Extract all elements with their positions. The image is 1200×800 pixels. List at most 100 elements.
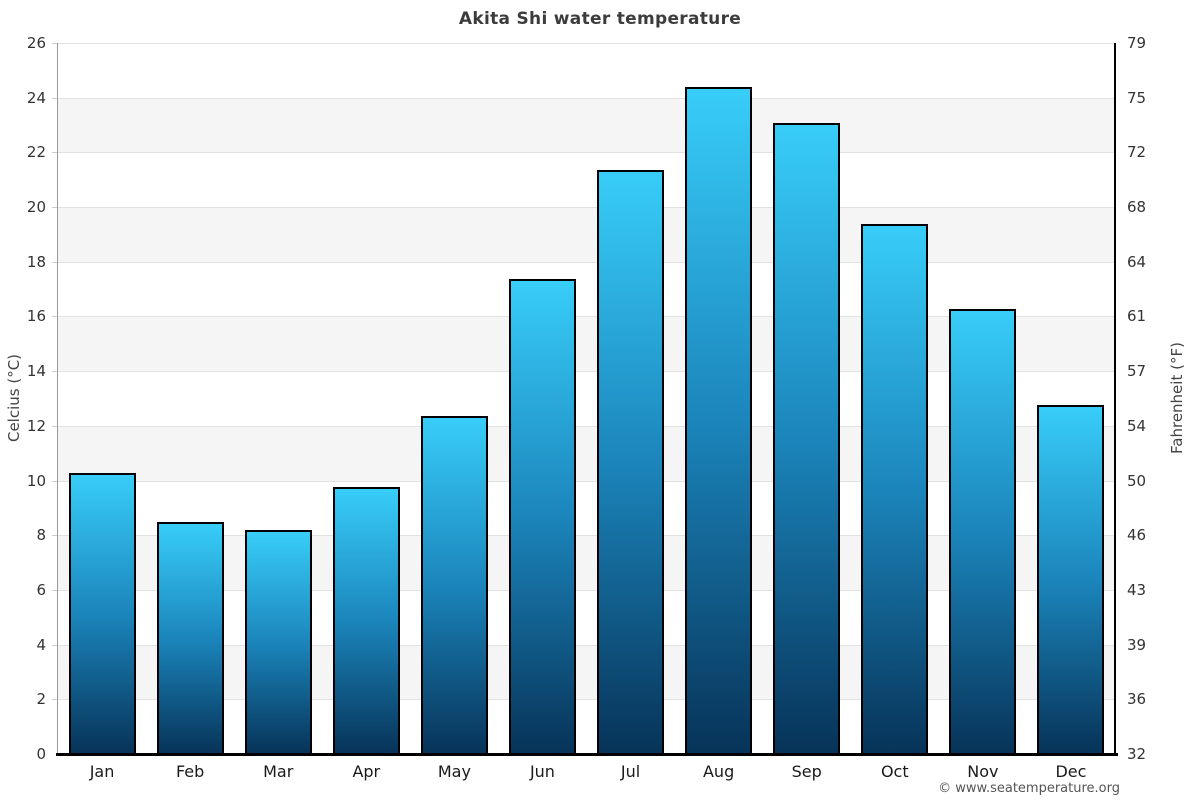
y-tick-label-fahrenheit: 57 <box>1127 362 1147 381</box>
y-tick-label-celsius: 16 <box>26 307 46 326</box>
plot-band <box>58 43 1115 98</box>
axis-tick-mark <box>52 371 57 373</box>
y-tick-label-fahrenheit: 75 <box>1127 88 1147 107</box>
gridline <box>58 43 1115 44</box>
x-tick-label-jun: Jun <box>529 762 555 781</box>
plot-band <box>58 152 1115 208</box>
gridline <box>58 261 1115 263</box>
gridline <box>58 207 1115 209</box>
y-tick-label-celsius: 2 <box>36 690 46 709</box>
plot-band <box>58 644 1115 700</box>
axis-tick-mark <box>52 480 57 482</box>
plot-band <box>58 371 1115 426</box>
x-tick-label-may: May <box>437 762 471 781</box>
axis-tick-mark <box>52 589 57 591</box>
y-tick-label-celsius: 14 <box>26 362 46 381</box>
axis-tick-mark <box>52 97 57 99</box>
bar-nov[interactable] <box>949 309 1017 754</box>
axis-tick-mark <box>52 425 57 427</box>
x-tick-label-oct: Oct <box>880 762 909 781</box>
x-tick-label-aug: Aug <box>702 762 735 781</box>
y-tick-label-fahrenheit: 36 <box>1127 690 1147 709</box>
gridline <box>58 699 1115 701</box>
y-tick-label-fahrenheit: 68 <box>1127 198 1147 217</box>
y-tick-label-fahrenheit: 54 <box>1127 416 1147 435</box>
y-tick-label-celsius: 12 <box>26 416 46 435</box>
y-tick-label-celsius: 24 <box>26 88 46 107</box>
y-axis-right-fahrenheit: 32 36 39 43 46 50 54 57 61 64 68 72 75 79 <box>1127 35 1187 762</box>
x-tick-label-apr: Apr <box>352 762 381 781</box>
y-tick-label-celsius: 26 <box>26 34 46 52</box>
y-tick-label-fahrenheit: 79 <box>1127 34 1147 52</box>
plot-band <box>58 699 1115 754</box>
bar-may[interactable] <box>420 416 488 754</box>
axis-tick-mark <box>52 207 57 209</box>
y-tick-label-fahrenheit: 46 <box>1127 526 1147 545</box>
x-axis-line <box>56 753 1118 756</box>
plot-band <box>58 316 1115 372</box>
y-tick-label-fahrenheit: 43 <box>1127 580 1147 599</box>
bar-feb[interactable] <box>156 522 224 754</box>
y-tick-label-celsius: 22 <box>26 143 46 162</box>
gridline <box>58 480 1115 482</box>
y-tick-label-celsius: 20 <box>26 198 46 217</box>
bar-jul[interactable] <box>597 170 665 754</box>
y-tick-label-fahrenheit: 50 <box>1127 471 1147 490</box>
plot-area <box>52 43 1118 756</box>
y-tick-label-fahrenheit: 39 <box>1127 635 1147 654</box>
gridline <box>58 371 1115 373</box>
y-axis-line-right <box>1114 43 1116 754</box>
bar-jan[interactable] <box>68 473 136 754</box>
watermark-credit: © www.seatemperature.org <box>938 781 1120 796</box>
gridline <box>58 644 1115 646</box>
y-tick-label-celsius: 4 <box>36 635 46 654</box>
plot-band <box>58 480 1115 536</box>
x-tick-label-dec: Dec <box>1055 762 1087 781</box>
plot-band <box>58 97 1115 153</box>
gridline <box>58 316 1115 318</box>
axis-tick-mark <box>52 43 57 44</box>
y-axis-line-left <box>57 43 58 754</box>
x-tick-label-mar: Mar <box>263 762 294 781</box>
y-tick-label-fahrenheit: 64 <box>1127 252 1147 271</box>
y-tick-label-celsius: 0 <box>36 745 46 763</box>
y-tick-label-fahrenheit: 61 <box>1127 307 1147 326</box>
axis-tick-mark <box>52 261 57 263</box>
x-axis-months: Jan Feb Mar Apr May Jun Jul Aug Sep Oct Nov Dec <box>58 762 1115 784</box>
bar-sep[interactable] <box>773 123 841 754</box>
y-tick-label-fahrenheit: 32 <box>1127 745 1147 763</box>
gridline <box>58 535 1115 537</box>
gridline <box>58 425 1115 427</box>
bar-aug[interactable] <box>685 87 753 754</box>
x-tick-label-jan: Jan <box>89 762 115 781</box>
axis-tick-mark <box>52 699 57 701</box>
plot-band <box>58 425 1115 481</box>
y-tick-label-celsius: 8 <box>36 526 46 545</box>
plot-band <box>58 535 1115 590</box>
axis-tick-mark <box>52 316 57 318</box>
axis-tick-mark <box>52 535 57 537</box>
gridline <box>58 589 1115 591</box>
plot-band <box>58 589 1115 645</box>
y-tick-label-fahrenheit: 72 <box>1127 143 1147 162</box>
x-tick-label-nov: Nov <box>967 762 999 781</box>
y-tick-label-celsius: 6 <box>36 580 46 599</box>
y-tick-label-celsius: 18 <box>26 252 46 271</box>
plot-band <box>58 261 1115 317</box>
y-axis-left-celsius: 0 2 4 6 8 10 12 14 16 18 20 22 24 26 <box>0 35 50 762</box>
bar-jun[interactable] <box>508 279 576 754</box>
y-tick-label-celsius: 10 <box>26 471 46 490</box>
bar-apr[interactable] <box>332 487 400 754</box>
plot-band <box>58 207 1115 262</box>
bar-dec[interactable] <box>1037 405 1105 754</box>
bar-mar[interactable] <box>244 530 312 754</box>
x-tick-label-sep: Sep <box>791 762 822 781</box>
x-tick-label-feb: Feb <box>175 762 205 781</box>
axis-tick-mark <box>52 644 57 646</box>
axis-tick-mark <box>52 152 57 154</box>
bar-oct[interactable] <box>861 224 929 754</box>
gridline <box>58 152 1115 154</box>
x-tick-label-jul: Jul <box>620 762 641 781</box>
gridline <box>58 97 1115 99</box>
